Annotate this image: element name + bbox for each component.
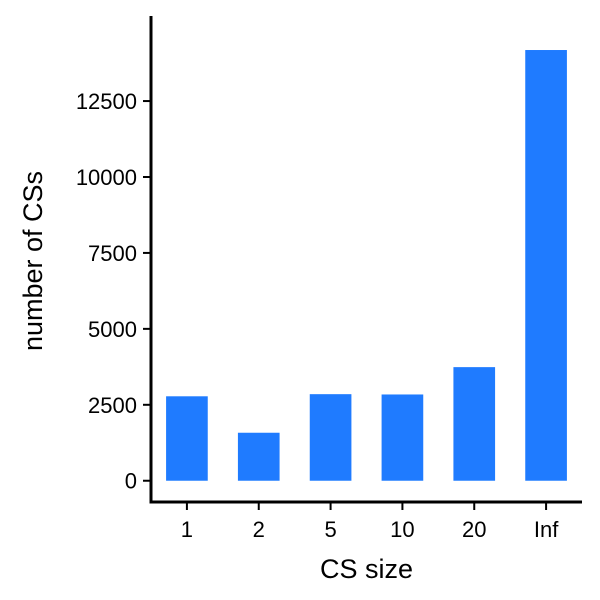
y-tick-label: 7500 bbox=[88, 241, 137, 266]
x-axis-title: CS size bbox=[320, 554, 413, 584]
bar-1 bbox=[166, 396, 208, 481]
x-tick-label: 5 bbox=[324, 517, 336, 542]
bar-10 bbox=[381, 394, 424, 481]
x-tick-label: 2 bbox=[253, 517, 265, 542]
bar-20 bbox=[453, 367, 496, 481]
bars-group bbox=[166, 50, 567, 481]
bar-Inf bbox=[525, 50, 567, 481]
y-tick-label: 10000 bbox=[76, 165, 137, 190]
x-tick-label: Inf bbox=[534, 517, 559, 542]
bar-5 bbox=[309, 394, 352, 481]
y-axis-title: number of CSs bbox=[18, 171, 48, 351]
y-axis-ticks: 0 2500 5000 7500 10000 12500 bbox=[76, 89, 151, 494]
x-tick-label: 20 bbox=[462, 517, 486, 542]
y-tick-label: 0 bbox=[125, 469, 137, 494]
y-tick-label: 5000 bbox=[88, 317, 137, 342]
bar-2 bbox=[237, 432, 280, 481]
x-tick-label: 1 bbox=[181, 517, 193, 542]
x-axis-ticks: 1 2 5 10 20 Inf bbox=[181, 502, 559, 542]
x-tick-label: 10 bbox=[390, 517, 414, 542]
y-tick-label: 2500 bbox=[88, 393, 137, 418]
y-tick-label: 12500 bbox=[76, 89, 137, 114]
